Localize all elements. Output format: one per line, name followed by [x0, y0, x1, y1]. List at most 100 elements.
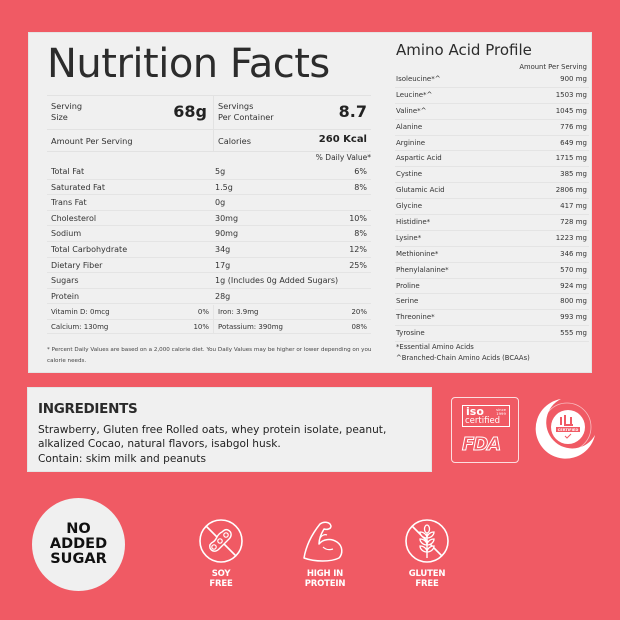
- nutrient-amount: 5g: [215, 167, 226, 176]
- amino-row: Threonine* 993 mg: [395, 310, 589, 327]
- vitamin-list: Vitamin D: 0mcg 0% Iron: 3.9mg 20% Calcium:…: [47, 305, 371, 334]
- nutrition-facts-title: Nutrition Facts: [47, 41, 330, 87]
- amino-row: Valine*^ 1045 mg: [395, 104, 589, 120]
- nutrient-amount: 90mg: [215, 229, 239, 239]
- nutrient-name: Trans Fat: [51, 198, 87, 208]
- amino-row: Alanine 776 mg: [395, 120, 589, 136]
- amino-row: Glutamic Acid 2806 mg: [395, 183, 589, 200]
- nutrient-row: Dietary Fiber 17g 25%: [47, 258, 371, 274]
- nutrient-name: Sodium: [51, 229, 82, 239]
- iso-fda-badge: iso since 1999 certified FDA: [451, 397, 519, 463]
- amino-value: 993 mg: [560, 313, 587, 322]
- muscle-arm-icon: [303, 521, 343, 562]
- ingredients-box: INGREDIENTS Strawberry, Gluten free Roll…: [27, 387, 432, 472]
- no-added-sugar-badge: NO ADDED SUGAR: [32, 498, 125, 591]
- amino-name: Arginine: [396, 138, 426, 147]
- no-added-sugar-label: NO ADDED SUGAR: [49, 521, 108, 567]
- calories-cell: Calories 260 Kcal: [213, 130, 371, 152]
- high-protein-label: HIGH IN PROTEIN: [304, 569, 346, 589]
- amino-row: Serine 800 mg: [395, 294, 589, 311]
- nutrient-amount: 30mg: [215, 213, 239, 223]
- mineral-cell: Iron: 3.9mg 20%: [213, 305, 371, 320]
- amino-name: Lysine*: [396, 233, 422, 242]
- nutrient-amount: 1.5g: [215, 182, 233, 192]
- nutrient-dv: 12%: [349, 244, 367, 254]
- calories-label: Calories: [218, 136, 251, 146]
- amino-value: 2806 mg: [555, 186, 587, 195]
- nutrient-amount: 0g: [215, 198, 226, 208]
- vitamin-row: Vitamin D: 0mcg 0% Iron: 3.9mg 20%: [47, 305, 371, 320]
- amino-value: 1715 mg: [555, 154, 587, 163]
- allergen-contains: Contain: skim milk and peanuts: [38, 452, 206, 465]
- amino-list: Isoleucine*^ 900 mg Leucine*^ 1503 mg Vali…: [395, 72, 589, 343]
- amino-value: 776 mg: [560, 122, 587, 131]
- mineral-dv: 08%: [351, 322, 367, 331]
- amino-row: Methionine* 346 mg: [395, 247, 589, 263]
- amino-row: Leucine*^ 1503 mg: [395, 88, 589, 104]
- amount-per-serving-label: Amount Per Serving: [51, 136, 133, 146]
- ingredients-title: INGREDIENTS: [38, 401, 138, 417]
- amino-column-header: Amount Per Serving: [519, 63, 587, 71]
- nutrient-amount: 28g: [215, 291, 231, 301]
- svg-text:CERTIFIED: CERTIFIED: [558, 428, 579, 432]
- vitamin-name: Vitamin D: 0mcg: [51, 308, 110, 316]
- nutrient-row: Sodium 90mg 8%: [47, 226, 371, 242]
- nutrient-dv: 6%: [354, 167, 367, 176]
- mineral-cell: Potassium: 390mg 08%: [213, 319, 371, 334]
- nutrient-amount: 1g (Includes 0g Added Sugars): [215, 276, 339, 286]
- amino-value: 1503 mg: [555, 90, 587, 99]
- gluten-free-icon: [405, 519, 449, 563]
- ingredients-list: Strawberry, Gluten free Rolled oats, whe…: [38, 424, 387, 451]
- amino-name: Valine*^: [396, 106, 427, 115]
- amino-row: Cystine 385 mg: [395, 167, 589, 184]
- vitamin-dv: 0%: [197, 308, 209, 316]
- amino-value: 346 mg: [560, 249, 587, 258]
- amino-name: Glycine: [396, 202, 423, 211]
- gluten-free-badge: GLUTEN FREE: [402, 518, 452, 589]
- nutrient-row: Total Fat 5g 6%: [47, 164, 371, 180]
- essential-note: *Essential Amino Acids: [396, 343, 474, 351]
- vitamin-dv: 10%: [193, 322, 209, 331]
- amino-name: Tyrosine: [396, 329, 425, 338]
- ingredients-text: Strawberry, Gluten free Rolled oats, whe…: [38, 423, 428, 466]
- nutrient-row: Trans Fat 0g: [47, 195, 371, 211]
- fda-logo: FDA: [461, 434, 501, 456]
- amino-acid-title: Amino Acid Profile: [396, 41, 532, 59]
- amino-row: Histidine* 728 mg: [395, 215, 589, 231]
- nutrient-name: Protein: [51, 291, 80, 301]
- nutrition-panel: Nutrition Facts Serving Size 68g Serving…: [28, 32, 592, 373]
- amino-value: 1045 mg: [555, 106, 587, 115]
- nutrient-row: Cholesterol 30mg 10%: [47, 211, 371, 227]
- amino-value: 1223 mg: [555, 233, 587, 242]
- iso-certified-label: certified: [465, 416, 501, 426]
- iso-certified-logo: iso since 1999 certified: [462, 405, 510, 427]
- amino-row: Lysine* 1223 mg: [395, 231, 589, 247]
- vitamin-name: Calcium: 130mg: [51, 322, 109, 331]
- amino-value: 649 mg: [560, 138, 587, 147]
- amount-per-serving-cell: Amount Per Serving: [47, 130, 213, 152]
- amino-name: Isoleucine*^: [396, 75, 441, 83]
- amino-name: Alanine: [396, 122, 423, 131]
- nutrient-dv: 8%: [354, 182, 367, 192]
- amino-row: Proline 924 mg: [395, 279, 589, 295]
- mineral-name: Iron: 3.9mg: [218, 308, 259, 316]
- amino-value: 555 mg: [560, 329, 587, 338]
- amino-name: Serine: [396, 297, 419, 306]
- amino-value: 385 mg: [560, 170, 587, 179]
- soy-free-icon: [199, 519, 243, 563]
- high-protein-badge: HIGH IN PROTEIN: [295, 518, 355, 589]
- vitamin-row: Calcium: 130mg 10% Potassium: 390mg 08%: [47, 319, 371, 335]
- vitamin-cell: Calcium: 130mg 10%: [47, 320, 213, 335]
- nutrient-name: Cholesterol: [51, 213, 97, 223]
- amino-row: Glycine 417 mg: [395, 199, 589, 216]
- serving-size-label: Serving Size: [51, 101, 83, 122]
- amino-row: Aspartic Acid 1715 mg: [395, 151, 589, 168]
- daily-value-header: % Daily Value*: [315, 153, 371, 162]
- amino-value: 924 mg: [560, 281, 587, 290]
- amino-name: Phenylalanine*: [396, 265, 449, 274]
- amino-name: Proline: [396, 281, 420, 290]
- amino-notes: *Essential Amino Acids ^Branched-Chain A…: [396, 342, 530, 364]
- nutrient-row: Protein 28g: [47, 289, 371, 305]
- nutrient-dv: 25%: [349, 260, 367, 270]
- amino-row: Tyrosine 555 mg: [395, 326, 589, 343]
